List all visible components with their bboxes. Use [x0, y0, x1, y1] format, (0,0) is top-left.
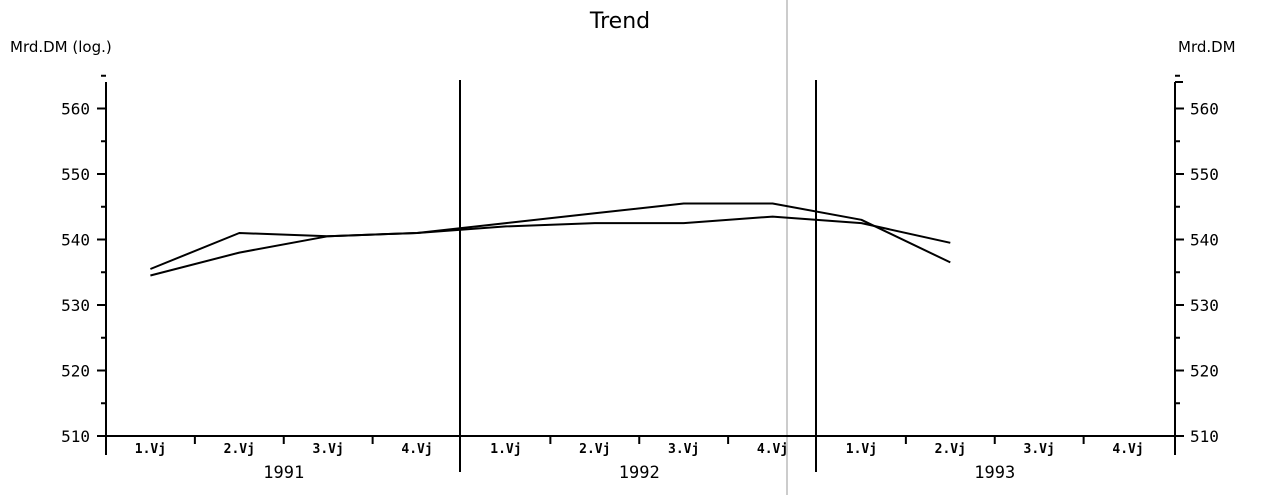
left-axis-tick-labels: 510 520 530 540 550 560: [61, 100, 90, 447]
left-tick-label: 530: [61, 296, 90, 315]
x-axis-categories: 1.Vj 2.Vj 3.Vj 4.Vj 1991 1.Vj 2.Vj 3.Vj 4.Vj 1992…: [135, 436, 1144, 483]
right-tick-label: 540: [1190, 231, 1219, 250]
right-axis-ticks: [1175, 74, 1184, 437]
right-tick-label: 560: [1190, 100, 1219, 119]
quarter-label: 3.Vj: [313, 442, 344, 457]
quarter-label: 4.Vj: [1112, 442, 1143, 457]
quarter-label: 1.Vj: [846, 442, 877, 457]
right-axis-unit-label: Mrd.DM: [1178, 38, 1236, 56]
quarter-label: 4.Vj: [401, 442, 432, 457]
series-line-2: [150, 215, 951, 277]
quarter-label: 2.Vj: [579, 442, 610, 457]
right-tick-label: 530: [1190, 296, 1219, 315]
right-tick-label: 520: [1190, 362, 1219, 381]
left-tick-label: 520: [61, 362, 90, 381]
series-line-1: [150, 202, 951, 270]
left-tick-label: 560: [61, 100, 90, 119]
right-tick-label: 510: [1190, 427, 1219, 446]
left-axis-unit-label: Mrd.DM (log.): [10, 38, 112, 56]
year-label: 1991: [263, 463, 304, 483]
year-label: 1993: [974, 463, 1015, 483]
series-layer: [150, 202, 951, 277]
year-label: 1992: [619, 463, 660, 483]
quarter-label: 2.Vj: [224, 442, 255, 457]
right-tick-label: 550: [1190, 165, 1219, 184]
right-axis-tick-labels: 510 520 530 540 550 560: [1190, 100, 1219, 447]
quarter-label: 1.Vj: [490, 442, 521, 457]
quarter-label: 1.Vj: [135, 442, 166, 457]
left-axis-ticks: [97, 74, 106, 437]
chart-title: Trend: [589, 9, 650, 34]
left-tick-label: 550: [61, 165, 90, 184]
left-tick-label: 510: [61, 427, 90, 446]
quarter-label: 4.Vj: [757, 442, 788, 457]
quarter-label: 3.Vj: [668, 442, 699, 457]
quarter-label: 2.Vj: [935, 442, 966, 457]
quarter-label: 3.Vj: [1024, 442, 1055, 457]
left-tick-label: 540: [61, 231, 90, 250]
